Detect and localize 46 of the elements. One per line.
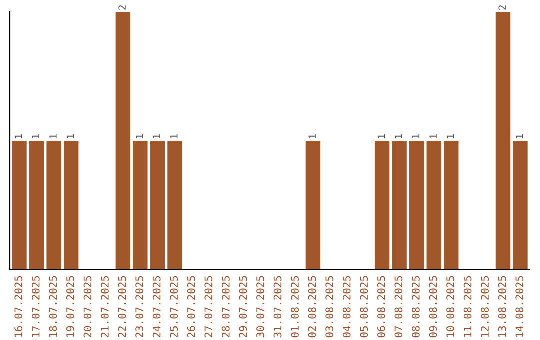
x-tick-label: 19.07.2025 xyxy=(66,276,74,338)
x-tick-label: 14.08.2025 xyxy=(516,276,524,338)
x-tick-label: 02.08.2025 xyxy=(308,276,316,338)
data-label: 1 xyxy=(136,134,144,138)
x-tick-label: 27.07.2025 xyxy=(204,276,213,338)
x-tick-label: 29.07.2025 xyxy=(239,276,248,338)
x-tick-label: 30.07.2025 xyxy=(256,276,264,338)
x-tick-label: 24.07.2025 xyxy=(152,276,161,338)
x-tick-label: 10.08.2025 xyxy=(446,276,454,338)
x-tick-label: 08.08.2025 xyxy=(412,276,420,338)
x-tick-label: 25.07.2025 xyxy=(170,276,178,338)
x-tick-label: 16.07.2025 xyxy=(14,276,23,338)
x-tick-label: 06.08.2025 xyxy=(377,276,386,338)
x-tick-label: 01.08.2025 xyxy=(291,276,299,338)
x-tick-label: 18.07.2025 xyxy=(49,276,58,338)
x-tick-label: 31.07.2025 xyxy=(274,276,282,338)
data-label: 1 xyxy=(153,134,160,138)
x-tick-label: 17.07.2025 xyxy=(32,276,40,338)
data-label: 1 xyxy=(412,134,420,138)
data-label: 1 xyxy=(308,134,316,138)
x-tick-label: 26.07.2025 xyxy=(187,276,196,338)
x-tick-label: 21.07.2025 xyxy=(101,276,109,338)
data-label: 2 xyxy=(498,6,506,10)
x-tick-label: 09.08.2025 xyxy=(429,276,438,338)
data-label: 1 xyxy=(395,134,402,138)
data-label: 1 xyxy=(66,134,74,138)
data-label: 1 xyxy=(430,134,437,138)
data-label: 1 xyxy=(170,134,178,138)
data-label: 1 xyxy=(32,134,40,138)
data-label: 1 xyxy=(15,134,22,138)
data-label: 1 xyxy=(378,134,385,138)
x-tick-label: 28.07.2025 xyxy=(222,276,230,338)
x-tick-label: 23.07.2025 xyxy=(136,276,144,338)
x-tick-label: 12.08.2025 xyxy=(481,276,489,338)
x-tick-label: 20.07.2025 xyxy=(84,276,92,338)
data-label: 1 xyxy=(447,134,454,138)
x-tick-label: 05.08.2025 xyxy=(360,276,368,338)
data-label: 1 xyxy=(50,134,57,138)
x-tick-label: 22.07.2025 xyxy=(118,276,126,338)
x-tick-label: 11.08.2025 xyxy=(464,276,472,338)
x-tick-label: 07.08.2025 xyxy=(394,276,403,338)
x-tick-label: 13.08.2025 xyxy=(498,276,506,338)
data-label: 2 xyxy=(118,6,126,10)
x-tick-label: 03.08.2025 xyxy=(326,276,334,338)
x-tick-label: 04.08.2025 xyxy=(342,276,351,338)
data-label: 1 xyxy=(516,134,524,138)
